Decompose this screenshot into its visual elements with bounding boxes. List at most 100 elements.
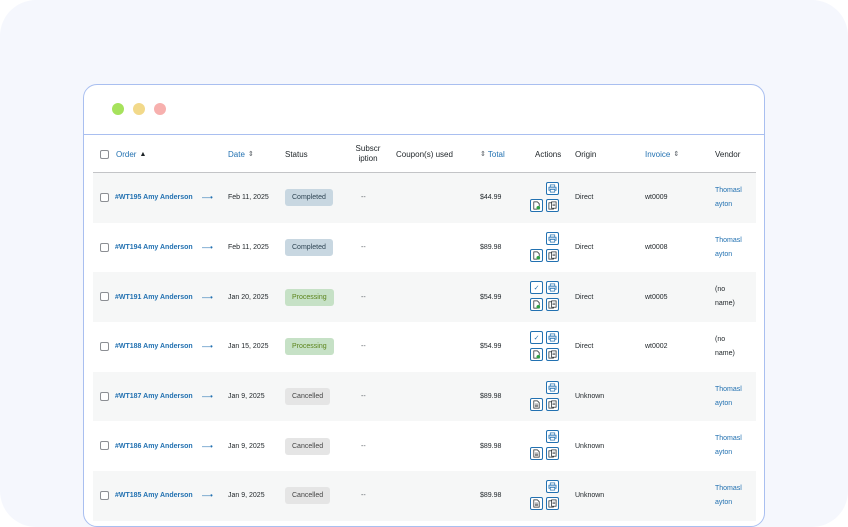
print-icon[interactable] — [546, 231, 559, 245]
invoice-doc-icon[interactable] — [530, 348, 543, 362]
column-date[interactable]: Date ⇕ — [228, 135, 278, 173]
vendor-line-1: (no — [715, 335, 726, 343]
column-order-label: Order — [116, 149, 137, 159]
order-link[interactable]: #WT185 Amy Anderson — [115, 492, 193, 500]
window-dot-green[interactable] — [112, 103, 124, 115]
packing-slip-icon[interactable] — [546, 397, 559, 411]
status-cell: Cancelled — [285, 372, 345, 422]
actions-cell — [529, 372, 569, 422]
order-link[interactable]: #WT187 Amy Anderson — [115, 393, 193, 401]
window-dot-red[interactable] — [154, 103, 166, 115]
preview-cell: ―• — [202, 272, 214, 322]
row-checkbox[interactable] — [100, 391, 109, 401]
packing-slip-icon[interactable] — [546, 199, 559, 212]
select-all-checkbox[interactable] — [100, 150, 109, 159]
invoice-doc-icon[interactable] — [530, 447, 543, 461]
print-icon[interactable] — [546, 430, 559, 444]
packing-slip-icon[interactable] — [546, 348, 559, 362]
vendor-name[interactable]: Thomasl ayton — [715, 482, 742, 510]
order-date: Jan 9, 2025 — [228, 492, 265, 500]
order-cell: #WT185 Amy Anderson — [115, 471, 215, 521]
packing-slip-icon[interactable] — [546, 248, 559, 262]
actions-cell — [529, 471, 569, 521]
window-dot-yellow[interactable] — [133, 103, 145, 115]
row-checkbox[interactable] — [100, 193, 109, 202]
packing-slip-icon[interactable] — [546, 298, 559, 312]
vendor-name: (no name) — [715, 333, 735, 361]
order-origin: Unknown — [575, 492, 605, 500]
row-checkbox[interactable] — [100, 342, 109, 352]
vendor-line-1: Thomasl — [715, 484, 742, 492]
column-status: Status — [285, 135, 335, 173]
vendor-cell: Thomasl ayton — [715, 421, 755, 471]
subscription-cell: -- — [361, 421, 381, 471]
row-checkbox[interactable] — [100, 491, 109, 501]
invoice-cell: wt0005 — [645, 272, 695, 322]
eye-icon[interactable]: ―• — [202, 392, 213, 402]
eye-icon[interactable]: ―• — [202, 491, 213, 501]
vendor-name[interactable]: Thomasl ayton — [715, 234, 742, 262]
table-row: #WT185 Amy Anderson ―• Jan 9, 2025 Cancelle… — [93, 471, 756, 521]
print-icon[interactable] — [546, 480, 559, 494]
vendor-name[interactable]: Thomasl ayton — [715, 184, 742, 212]
vendor-cell: Thomasl ayton — [715, 223, 755, 273]
order-cell: #WT194 Amy Anderson — [115, 223, 215, 273]
order-origin: Direct — [575, 244, 594, 252]
invoice-doc-icon[interactable] — [530, 497, 543, 511]
checkmark-icon[interactable]: ✓ — [530, 281, 543, 295]
origin-cell: Direct — [575, 223, 625, 273]
vendor-name[interactable]: Thomasl ayton — [715, 432, 742, 460]
invoice-doc-icon[interactable] — [530, 248, 543, 262]
preview-cell: ―• — [202, 322, 214, 372]
order-link[interactable]: #WT188 Amy Anderson — [115, 343, 193, 351]
column-date-label: Date — [228, 149, 245, 159]
order-link[interactable]: #WT194 Amy Anderson — [115, 244, 193, 252]
order-total: $89.98 — [480, 442, 502, 450]
vendor-line-1: (no — [715, 286, 726, 294]
column-order[interactable]: Order ▲︎ — [116, 135, 206, 173]
invoice-doc-icon[interactable] — [530, 397, 543, 411]
invoice-doc-icon[interactable] — [530, 298, 543, 312]
eye-icon[interactable]: ―• — [202, 292, 213, 302]
order-total: $89.98 — [480, 492, 502, 500]
order-cell: #WT187 Amy Anderson — [115, 372, 215, 422]
invoice-cell — [645, 421, 695, 471]
print-icon[interactable] — [546, 331, 559, 345]
order-link[interactable]: #WT191 Amy Anderson — [115, 293, 193, 301]
print-icon[interactable] — [546, 380, 559, 394]
window-titlebar — [84, 85, 764, 135]
row-checkbox[interactable] — [100, 242, 109, 252]
print-icon[interactable] — [546, 281, 559, 295]
order-date: Jan 15, 2025 — [228, 343, 269, 351]
preview-cell: ―• — [202, 421, 214, 471]
eye-icon[interactable]: ―• — [202, 243, 213, 253]
order-cell: #WT186 Amy Anderson — [115, 421, 215, 471]
print-icon[interactable] — [546, 182, 559, 195]
sort-icon: ⇕ — [480, 151, 486, 158]
checkmark-icon[interactable]: ✓ — [530, 331, 543, 345]
order-link[interactable]: #WT186 Amy Anderson — [115, 442, 193, 450]
vendor-cell: (no name) — [715, 272, 755, 322]
column-invoice[interactable]: Invoice ⇕ — [645, 135, 695, 173]
order-cell: #WT195 Amy Anderson — [115, 173, 215, 223]
order-total: $54.99 — [480, 293, 502, 301]
order-link[interactable]: #WT195 Amy Anderson — [115, 194, 193, 202]
invoice-doc-icon[interactable] — [530, 199, 543, 212]
row-checkbox[interactable] — [100, 441, 109, 451]
eye-icon[interactable]: ―• — [202, 342, 213, 352]
column-total[interactable]: ⇕ Total — [480, 135, 520, 173]
row-checkbox[interactable] — [100, 292, 109, 302]
preview-cell: ―• — [202, 173, 214, 223]
packing-slip-icon[interactable] — [546, 447, 559, 461]
eye-icon[interactable]: ―• — [202, 193, 213, 203]
vendor-name: (no name) — [715, 283, 735, 311]
vendor-cell: Thomasl ayton — [715, 372, 755, 422]
preview-cell: ―• — [202, 372, 214, 422]
total-cell: $89.98 — [480, 471, 520, 521]
packing-slip-icon[interactable] — [546, 497, 559, 511]
subscription-value: -- — [361, 492, 366, 500]
column-coupons: Coupon(s) used — [396, 135, 466, 173]
eye-icon[interactable]: ―• — [202, 441, 213, 451]
order-date: Jan 9, 2025 — [228, 393, 265, 401]
vendor-name[interactable]: Thomasl ayton — [715, 383, 742, 411]
